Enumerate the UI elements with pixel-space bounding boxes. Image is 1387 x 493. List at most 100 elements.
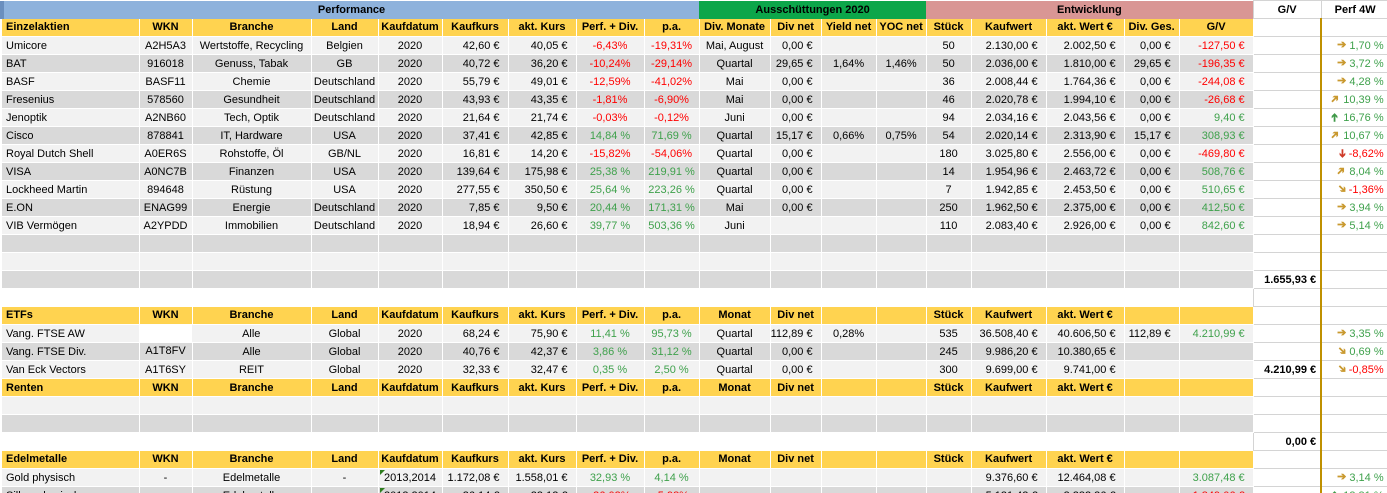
cell-gv-total[interactable] xyxy=(1252,468,1322,487)
cell-perf4w[interactable] xyxy=(1320,414,1387,433)
cell-kaufwert[interactable]: 1.962,50 € xyxy=(971,198,1047,217)
cell-pa[interactable]: -54,06% xyxy=(644,144,700,163)
cell-stueck[interactable]: 535 xyxy=(926,324,972,343)
cell-land[interactable]: Deutschland xyxy=(311,90,379,109)
cell-kaufdatum[interactable]: 2013,2014 xyxy=(378,468,443,487)
cell-div_monate[interactable]: Quartal xyxy=(699,180,771,199)
cell-yield_net[interactable] xyxy=(821,90,877,109)
cell-wkn[interactable]: - xyxy=(139,486,193,493)
header-akt-wert[interactable]: akt. Wert € xyxy=(1046,18,1125,37)
cell-gv-total[interactable] xyxy=(1252,324,1322,343)
cell-yield_net[interactable] xyxy=(821,486,877,493)
cell-kaufdatum[interactable]: 2020 xyxy=(378,108,443,127)
cell-div_net[interactable]: 0,00 € xyxy=(770,144,822,163)
header-blank-12[interactable] xyxy=(876,306,927,325)
cell-wkn[interactable]: 578560 xyxy=(139,90,193,109)
cell-akt_wert[interactable]: 9.741,00 € xyxy=(1046,360,1125,379)
cell-akt_wert[interactable]: 2.556,00 € xyxy=(1046,144,1125,163)
cell-yoc_net[interactable] xyxy=(876,108,927,127)
cell-gv-total[interactable] xyxy=(1252,216,1322,235)
cell-kaufdatum[interactable]: 2020 xyxy=(378,162,443,181)
cell-akt_wert[interactable]: 1.764,36 € xyxy=(1046,72,1125,91)
header-kaufwert[interactable]: Kaufwert xyxy=(971,378,1047,397)
header-akt-wert[interactable]: akt. Wert € xyxy=(1046,306,1125,325)
cell-yield_net[interactable] xyxy=(821,108,877,127)
cell-div_net[interactable]: 0,00 € xyxy=(770,90,822,109)
cell-perf4w[interactable]: ➔ -0,85% xyxy=(1320,360,1387,379)
band-g-v[interactable]: G/V xyxy=(1252,0,1322,19)
header-kaufkurs[interactable]: Kaufkurs xyxy=(442,18,509,37)
cell-div_monate[interactable]: Quartal xyxy=(699,54,771,73)
cell-land[interactable]: Deutschland xyxy=(311,108,379,127)
cell-kaufkurs[interactable]: 7,85 € xyxy=(442,198,509,217)
cell-land[interactable]: - xyxy=(311,486,379,493)
cell-perf4w[interactable]: ➔ 3,35 % xyxy=(1320,324,1387,343)
cell-yoc_net[interactable] xyxy=(876,468,927,487)
cell-perf_div[interactable]: 3,86 % xyxy=(576,342,645,361)
header-kaufkurs[interactable]: Kaufkurs xyxy=(442,306,509,325)
header-branche[interactable]: Branche xyxy=(192,18,312,37)
header-yield-net[interactable]: Yield net xyxy=(821,18,877,37)
header-land[interactable]: Land xyxy=(311,18,379,37)
cell-branche[interactable]: Genuss, Tabak xyxy=(192,54,312,73)
cell-perf4w[interactable]: ➔13,81 % xyxy=(1320,486,1387,493)
cell-gv-total[interactable] xyxy=(1252,342,1322,361)
header-akt-kurs[interactable]: akt. Kurs xyxy=(508,378,577,397)
cell-perf_div[interactable]: -10,24% xyxy=(576,54,645,73)
cell-gv-total[interactable] xyxy=(1252,306,1322,325)
cell-wkn[interactable]: A2YPDD xyxy=(139,216,193,235)
cell-perf4w[interactable] xyxy=(1320,396,1387,415)
cell-pa[interactable]: -29,14% xyxy=(644,54,700,73)
cell-kaufkurs[interactable]: 139,64 € xyxy=(442,162,509,181)
cell-perf4w[interactable]: ➔ 4,28 % xyxy=(1320,72,1387,91)
cell-gv-total[interactable] xyxy=(1252,414,1322,433)
cell-div_monate[interactable]: Mai xyxy=(699,72,771,91)
cell-pa[interactable]: 31,12 % xyxy=(644,342,700,361)
cell-land[interactable]: Deutschland xyxy=(311,198,379,217)
cell-akt_wert[interactable]: 2.453,50 € xyxy=(1046,180,1125,199)
cell-kaufkurs[interactable]: 16,81 € xyxy=(442,144,509,163)
header-wkn[interactable]: WKN xyxy=(139,450,193,469)
cell-pa[interactable]: -5,98% xyxy=(644,486,700,493)
cell-perf_div[interactable]: -0,03% xyxy=(576,108,645,127)
cell-kaufwert[interactable]: 2.034,16 € xyxy=(971,108,1047,127)
cell-perf4w[interactable]: ➔ 3,14 % xyxy=(1320,468,1387,487)
cell-perf_div[interactable]: -36,03% xyxy=(576,486,645,493)
cell-perf4w[interactable] xyxy=(1320,306,1387,325)
cell-div_net[interactable]: 0,00 € xyxy=(770,36,822,55)
header-wkn[interactable]: WKN xyxy=(139,378,193,397)
cell-akt_wert[interactable]: 12.464,08 € xyxy=(1046,468,1125,487)
cell-gv-total[interactable] xyxy=(1252,90,1322,109)
cell-akt_kurs[interactable]: 36,20 € xyxy=(508,54,577,73)
section-title-renten[interactable]: Renten xyxy=(2,378,140,397)
cell-kaufdatum[interactable]: 2020 xyxy=(378,72,443,91)
cell-akt_kurs[interactable]: 42,85 € xyxy=(508,126,577,145)
header-blank-16[interactable] xyxy=(1124,378,1180,397)
cell-kaufwert[interactable]: 2.020,78 € xyxy=(971,90,1047,109)
cell-gv-total[interactable] xyxy=(1252,18,1322,37)
cell-div_ges[interactable] xyxy=(1124,342,1180,361)
cell-wkn[interactable]: 916018 xyxy=(139,54,193,73)
cell-div_monate[interactable]: Mai xyxy=(699,90,771,109)
cell-div_ges[interactable]: 0,00 € xyxy=(1124,108,1180,127)
cell-branche[interactable]: Alle xyxy=(192,342,312,361)
cell-gv-total[interactable]: 1.655,93 € xyxy=(1252,270,1322,289)
cell-perf_div[interactable]: -6,43% xyxy=(576,36,645,55)
cell-yield_net[interactable]: 0,28% xyxy=(821,324,877,343)
cell-perf4w[interactable] xyxy=(1320,234,1387,253)
cell-stueck[interactable]: 14 xyxy=(926,162,972,181)
header-blank-11[interactable] xyxy=(821,378,877,397)
cell-stueck[interactable]: 300 xyxy=(926,360,972,379)
cell-yield_net[interactable] xyxy=(821,180,877,199)
cell-pa[interactable]: 4,14 % xyxy=(644,468,700,487)
cell-kaufkurs[interactable]: 1.172,08 € xyxy=(442,468,509,487)
cell-perf_div[interactable]: 20,44 % xyxy=(576,198,645,217)
cell-kaufkurs[interactable]: 277,55 € xyxy=(442,180,509,199)
header-perf-div[interactable]: Perf. + Div. xyxy=(576,450,645,469)
cell-name[interactable]: BAT xyxy=(2,54,140,73)
cell-div_ges[interactable]: 0,00 € xyxy=(1124,72,1180,91)
cell-gv[interactable]: -244,08 € xyxy=(1179,72,1254,91)
header-blank-16[interactable] xyxy=(1124,450,1180,469)
header-perf-div[interactable]: Perf. + Div. xyxy=(576,378,645,397)
cell-pa[interactable]: -41,02% xyxy=(644,72,700,91)
